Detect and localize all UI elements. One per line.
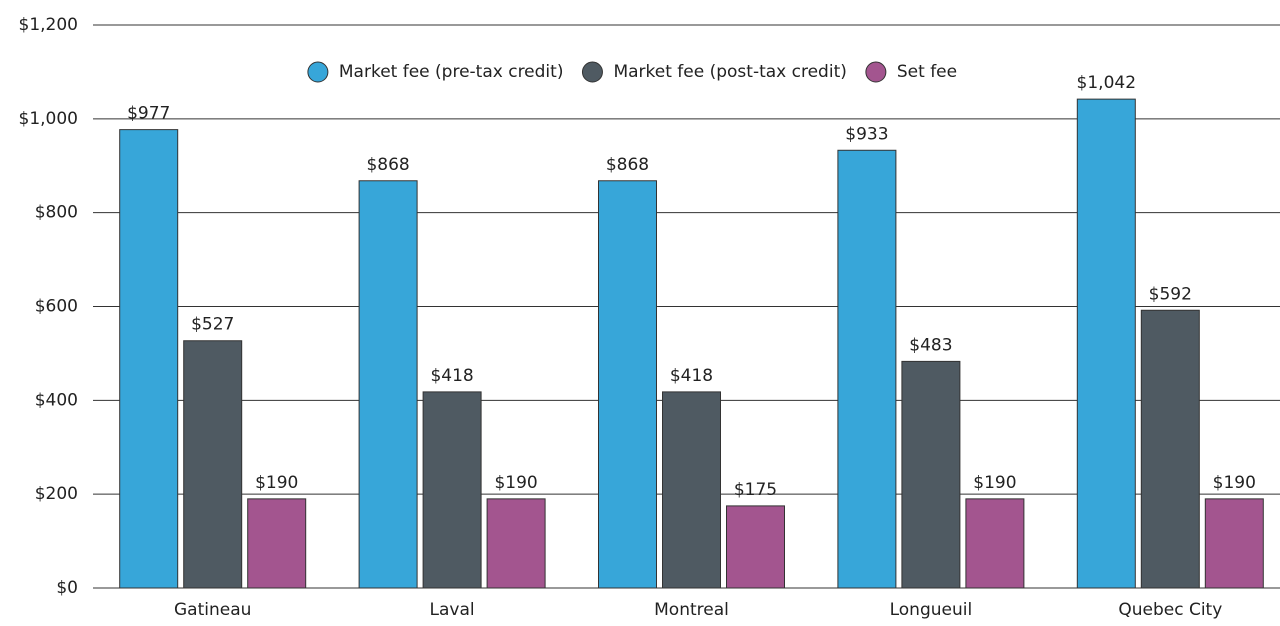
- value-label: $592: [1149, 284, 1192, 304]
- bar: [901, 360, 961, 589]
- x-tick-label: Longueuil: [890, 600, 973, 620]
- value-label: $868: [606, 155, 649, 175]
- value-label: $418: [430, 366, 473, 386]
- value-label: $190: [255, 473, 298, 493]
- legend-label: Set fee: [897, 62, 957, 82]
- bar: [183, 340, 243, 589]
- value-label: $190: [1213, 473, 1256, 493]
- y-tick-label: $400: [35, 390, 78, 410]
- legend-label: Market fee (post-tax credit): [613, 62, 846, 82]
- legend-swatch: [865, 61, 887, 83]
- value-label: $418: [670, 366, 713, 386]
- legend-swatch: [307, 61, 329, 83]
- y-tick-label: $0: [56, 578, 78, 598]
- bar: [662, 391, 721, 589]
- x-tick-label: Laval: [430, 600, 475, 620]
- x-tick-label: Quebec City: [1118, 600, 1222, 620]
- value-label: $868: [366, 155, 409, 175]
- value-label: $1,042: [1077, 73, 1136, 93]
- bar: [119, 129, 179, 589]
- bar: [358, 180, 418, 589]
- value-label: $190: [494, 473, 537, 493]
- y-tick-label: $200: [35, 484, 78, 504]
- bar: [965, 498, 1025, 589]
- y-tick-label: $600: [35, 297, 78, 317]
- bar: [1204, 498, 1264, 589]
- y-tick-label: $1,200: [19, 15, 78, 35]
- bar: [422, 391, 482, 589]
- value-label: $190: [973, 473, 1016, 493]
- bar: [486, 498, 546, 589]
- value-label: $527: [191, 315, 234, 335]
- bar: [1140, 309, 1200, 589]
- y-tick-label: $1,000: [19, 109, 78, 129]
- value-label: $977: [127, 104, 170, 124]
- value-label: $175: [734, 480, 777, 500]
- legend-label: Market fee (pre-tax credit): [339, 62, 564, 82]
- value-label: $933: [845, 124, 888, 144]
- x-tick-label: Montreal: [654, 600, 729, 620]
- legend-swatch: [581, 61, 603, 83]
- bar: [837, 149, 897, 589]
- bar: [247, 498, 307, 589]
- bar: [726, 505, 785, 589]
- bar: [598, 180, 657, 589]
- value-label: $483: [909, 335, 952, 355]
- y-tick-label: $800: [35, 203, 78, 223]
- x-tick-label: Gatineau: [174, 600, 251, 620]
- bar: [1076, 98, 1136, 589]
